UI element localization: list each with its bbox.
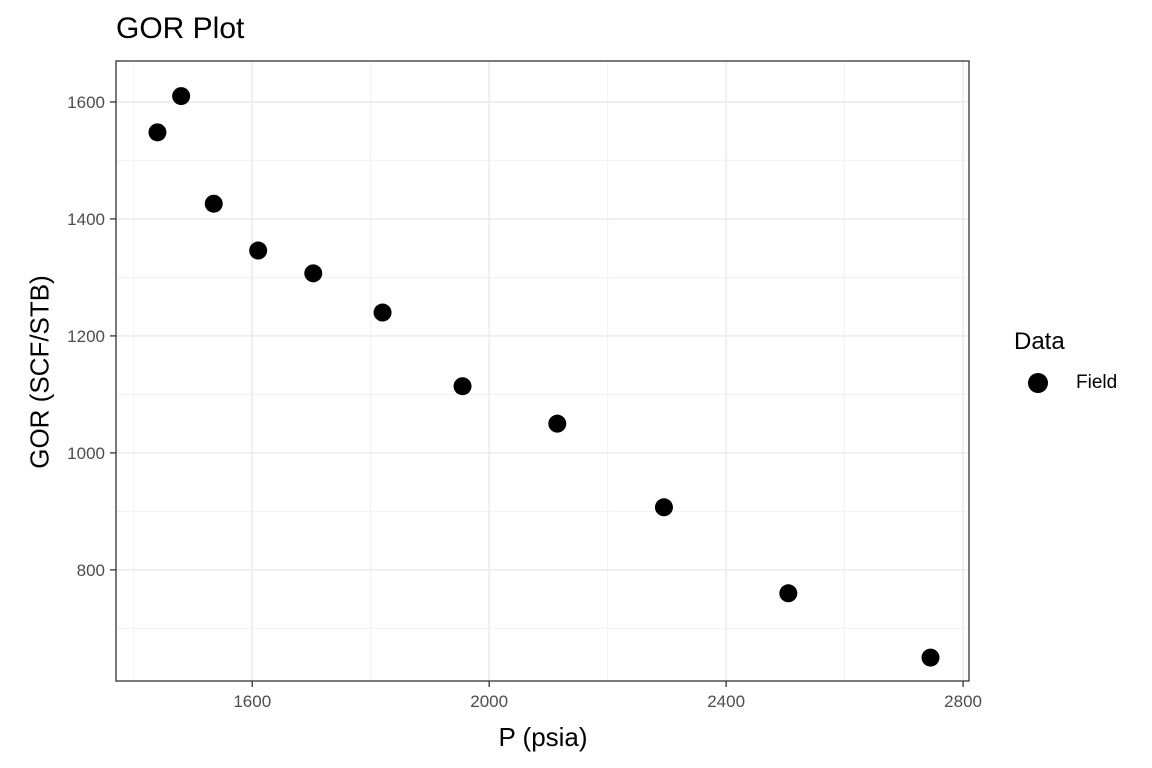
data-point bbox=[921, 648, 940, 667]
x-axis-ticks: 1600 2000 2400 2800 bbox=[233, 681, 982, 711]
legend-item-field: Field bbox=[1014, 372, 1117, 394]
x-tick-label: 2400 bbox=[707, 692, 745, 711]
minor-gridlines bbox=[116, 61, 969, 681]
y-axis-ticks: 800 1000 1200 1400 1600 bbox=[67, 93, 116, 580]
legend-marker bbox=[1028, 373, 1048, 393]
y-tick-label: 1600 bbox=[67, 93, 105, 112]
data-point bbox=[304, 264, 323, 283]
legend: Data Field bbox=[1014, 328, 1117, 394]
major-gridlines bbox=[116, 61, 969, 681]
data-point bbox=[373, 303, 392, 322]
chart-title: GOR Plot bbox=[116, 12, 245, 45]
y-tick-label: 1000 bbox=[67, 444, 105, 463]
data-point bbox=[249, 241, 268, 260]
x-tick-label: 2000 bbox=[470, 692, 508, 711]
legend-label: Field bbox=[1076, 372, 1118, 393]
plot-panel-border bbox=[115, 60, 970, 682]
legend-title: Data bbox=[1014, 328, 1065, 355]
data-points bbox=[148, 87, 940, 667]
data-point bbox=[172, 87, 191, 106]
y-tick-label: 800 bbox=[77, 561, 105, 580]
x-axis-label: P (psia) bbox=[498, 722, 588, 752]
data-point bbox=[148, 123, 167, 142]
y-axis-label: GOR (SCF/STB) bbox=[24, 275, 55, 469]
data-point bbox=[654, 498, 673, 517]
data-point bbox=[548, 414, 567, 433]
data-point bbox=[453, 377, 472, 396]
data-point bbox=[204, 194, 223, 213]
data-point bbox=[779, 584, 798, 603]
y-tick-label: 1200 bbox=[67, 327, 105, 346]
x-tick-label: 2800 bbox=[944, 692, 982, 711]
y-tick-label: 1400 bbox=[67, 210, 105, 229]
x-tick-label: 1600 bbox=[233, 692, 271, 711]
